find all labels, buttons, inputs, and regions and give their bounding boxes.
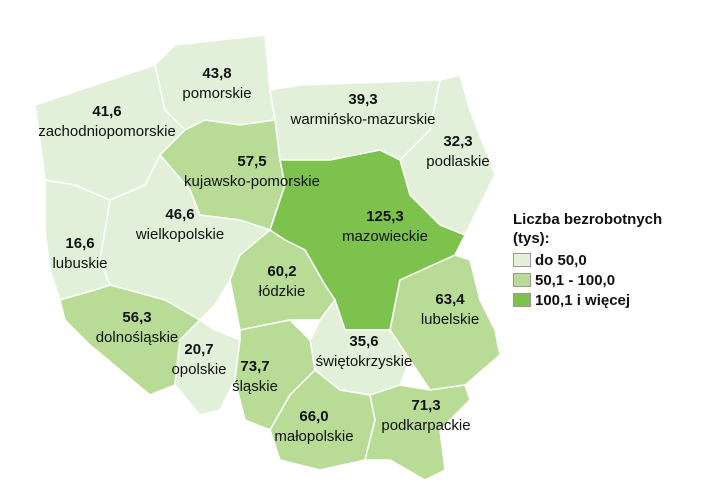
legend-label: 50,1 - 100,0 [535,271,616,289]
legend-item: do 50,0 [513,250,703,270]
region-name: warmińsko-mazurskie [289,111,435,128]
region-value: 73,7 [240,358,269,375]
region-name: podkarpackie [381,417,470,434]
region-name: zachodniopomorskie [38,123,176,140]
region-value: 20,7 [184,341,213,358]
legend-item: 50,1 - 100,0 [513,270,703,290]
legend-swatch [513,293,531,307]
legend-title: Liczba bezrobotnych (tys): [513,211,663,247]
region-value: 46,6 [165,206,194,223]
region-value: 71,3 [411,397,440,414]
region [154,34,276,131]
region-name: lubelskie [421,311,479,328]
region-name: opolskie [171,361,226,378]
region-name: śląskie [232,378,278,395]
region [174,319,241,416]
region-name: świętokrzyskie [316,353,413,370]
legend-swatch [513,253,531,267]
region-name: dolnośląskie [96,329,179,346]
region-value: 66,0 [299,408,328,425]
region [364,384,471,481]
region-name: mazowieckie [342,228,428,245]
region-value: 32,3 [443,133,472,150]
region-name: pomorskie [182,85,251,102]
legend-item: 100,1 i więcej [513,290,703,310]
region-value: 125,3 [366,208,404,225]
legend-label: do 50,0 [535,251,587,269]
region-value: 41,6 [92,103,121,120]
map: 41,6 zachodniopomorskie 43,8 pomorskie 39,3 w… [34,34,501,481]
region-value: 43,8 [202,65,231,82]
region-name: łódzkie [259,283,306,300]
legend-label: 100,1 i więcej [535,291,631,309]
region-name: wielkopolskie [135,226,224,243]
region-value: 57,5 [237,153,266,170]
region-value: 60,2 [267,263,296,280]
region-name: małopolskie [274,428,353,445]
region-value: 63,4 [435,291,465,308]
region-name: podlaskie [426,153,489,170]
region-value: 16,6 [65,235,94,252]
region-name: lubuskie [52,255,107,272]
legend-swatch [513,273,531,287]
legend: Liczba bezrobotnych (tys): do 50,0 50,1 -… [513,210,703,310]
region-name: kujawsko-pomorskie [184,173,320,190]
region-value: 39,3 [348,91,377,108]
region-value: 56,3 [122,309,151,326]
region-value: 35,6 [349,333,378,350]
